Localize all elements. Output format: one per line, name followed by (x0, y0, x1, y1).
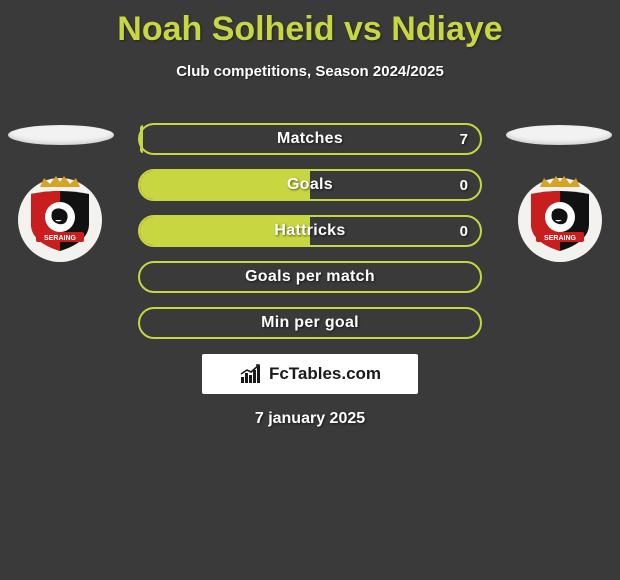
stat-label: Goals (140, 171, 480, 199)
stat-label: Matches (140, 125, 480, 153)
stat-label: Goals per match (140, 263, 480, 291)
crown-icon (538, 175, 582, 189)
stat-right-value: 0 (460, 217, 468, 245)
footer-badge: FcTables.com (202, 354, 418, 394)
svg-text:SERAING: SERAING (544, 235, 576, 242)
crown-icon (38, 175, 82, 189)
stat-row-goals-per-match: Goals per match (138, 261, 482, 293)
shield-icon: SERAING (28, 190, 92, 252)
stats-column: Matches 7 Goals 0 Hattricks 0 Goals per … (138, 123, 482, 353)
stat-row-hattricks: Hattricks 0 (138, 215, 482, 247)
subtitle: Club competitions, Season 2024/2025 (0, 63, 620, 80)
stat-row-matches: Matches 7 (138, 123, 482, 155)
stat-right-value: 0 (460, 171, 468, 199)
stat-label: Hattricks (140, 217, 480, 245)
club-badge-left: SERAING (10, 178, 110, 263)
page-title: Noah Solheid vs Ndiaye (0, 0, 620, 49)
player-avatar-left (8, 125, 114, 145)
stat-row-goals: Goals 0 (138, 169, 482, 201)
stat-label: Min per goal (140, 309, 480, 337)
date-text: 7 january 2025 (0, 410, 620, 428)
stat-right-value: 7 (460, 125, 468, 153)
stat-row-min-per-goal: Min per goal (138, 307, 482, 339)
club-badge-right: SERAING (510, 178, 610, 263)
svg-text:SERAING: SERAING (44, 235, 76, 242)
shield-icon: SERAING (528, 190, 592, 252)
player-avatar-right (506, 125, 612, 145)
footer-badge-text: FcTables.com (269, 364, 381, 384)
bar-chart-icon (239, 363, 265, 385)
